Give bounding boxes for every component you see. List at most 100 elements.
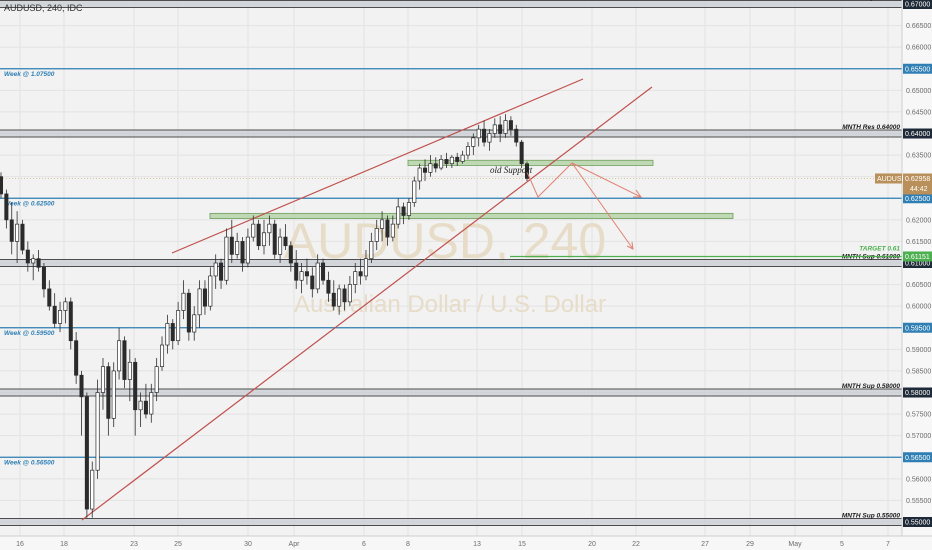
candle (90, 461, 95, 518)
candle-body (213, 262, 218, 277)
candle-body (100, 366, 105, 393)
candle (186, 288, 191, 341)
candle-body (0, 176, 4, 195)
time-tick-label: 27 (701, 541, 709, 548)
candle (455, 152, 460, 166)
candle (170, 319, 175, 350)
current-price-tag (903, 173, 932, 195)
candle-body (385, 219, 390, 238)
candle-body (84, 396, 89, 510)
candle (283, 224, 288, 251)
candle-body (439, 159, 444, 169)
candle (476, 124, 481, 147)
level-price-tag (903, 0, 932, 9)
candle-body (374, 228, 379, 242)
level-price-tag-text: 0.58000 (905, 390, 930, 397)
candle-body (133, 361, 138, 411)
candle-body (181, 292, 186, 311)
time-tick-label: 6 (362, 541, 366, 548)
candle-body (79, 374, 84, 398)
level-price-tag (903, 322, 932, 333)
level-price-tag-text: 0.67000 (905, 2, 930, 9)
candle (25, 241, 30, 272)
candle-body (160, 344, 165, 367)
level-label: Week @ 0.59500 (4, 330, 55, 337)
candle (208, 267, 213, 311)
level-price-tag-text: 0.65500 (905, 66, 930, 73)
candle (176, 301, 181, 346)
candle-body (331, 292, 336, 307)
candle (127, 349, 132, 402)
candle-body (154, 366, 159, 393)
price-tick-label: 0.64500 (906, 109, 931, 116)
price-axis[interactable]: 0.665000.660000.650000.645000.635000.630… (875, 0, 932, 550)
candle-body (127, 361, 132, 380)
zones-layer (209, 159, 734, 219)
candle-body (68, 301, 73, 342)
candle (79, 370, 84, 436)
candle-body (444, 159, 449, 165)
time-axis[interactable]: 16 18 23 25 30 Apr 6 8 13 15 20 22 27 29 May 5 7 (0, 535, 932, 550)
candle-body (235, 241, 240, 255)
candle-body (170, 323, 175, 342)
candle-body (294, 262, 299, 281)
candle-body (31, 258, 36, 264)
candle-body (514, 128, 519, 143)
candle-body (476, 128, 481, 139)
candle (390, 215, 395, 242)
candle (63, 297, 68, 324)
price-tick-label: 0.56000 (906, 476, 931, 483)
candle-body (369, 241, 374, 260)
candle (213, 254, 218, 289)
candle-body (267, 223, 272, 234)
candle (84, 392, 89, 518)
candle (444, 152, 449, 169)
level-price-tag-text: 0.64000 (905, 131, 930, 138)
candle (278, 228, 283, 263)
candle-body (111, 370, 116, 419)
candle-body (390, 223, 395, 238)
candle-body (321, 262, 326, 281)
candle (487, 129, 492, 151)
level-price-tag (903, 193, 932, 204)
level-label: MNTH Sup 0.58000 (842, 383, 901, 390)
candle-body (165, 323, 170, 346)
candle-body (36, 258, 41, 268)
candle-body (428, 163, 433, 173)
candle (288, 241, 293, 272)
candle-body (337, 288, 342, 307)
candle (74, 332, 79, 384)
candle (36, 250, 41, 272)
candle-body (4, 193, 9, 221)
target-label: TARGET 0.61 (859, 245, 900, 252)
candle-body (347, 284, 352, 303)
level-price-tag (903, 517, 932, 527)
time-tick-label: 15 (518, 541, 526, 548)
candle (465, 142, 470, 160)
candle-body (310, 275, 315, 290)
candle (202, 280, 207, 315)
price-tick-label: 0.57500 (906, 412, 931, 419)
candle-body (219, 262, 224, 281)
candle (358, 258, 363, 285)
candle (143, 383, 148, 419)
candle (9, 202, 14, 255)
candle (321, 258, 326, 285)
symbol-tag-text: AUDUSD (877, 176, 907, 183)
candle (0, 172, 4, 199)
candle (117, 327, 122, 380)
candle (374, 219, 379, 251)
time-tick-label: 30 (244, 541, 252, 548)
candle-body (197, 288, 202, 316)
candle (235, 232, 240, 259)
price-tick-label: 0.60500 (906, 282, 931, 289)
candle-body (380, 219, 385, 229)
price-tick-label: 0.66000 (906, 45, 931, 52)
candle (149, 383, 154, 423)
projection-path-2 (571, 162, 634, 250)
time-tick-label: 8 (406, 541, 410, 548)
candle-body (41, 266, 46, 290)
projection-path-1 (526, 162, 642, 198)
